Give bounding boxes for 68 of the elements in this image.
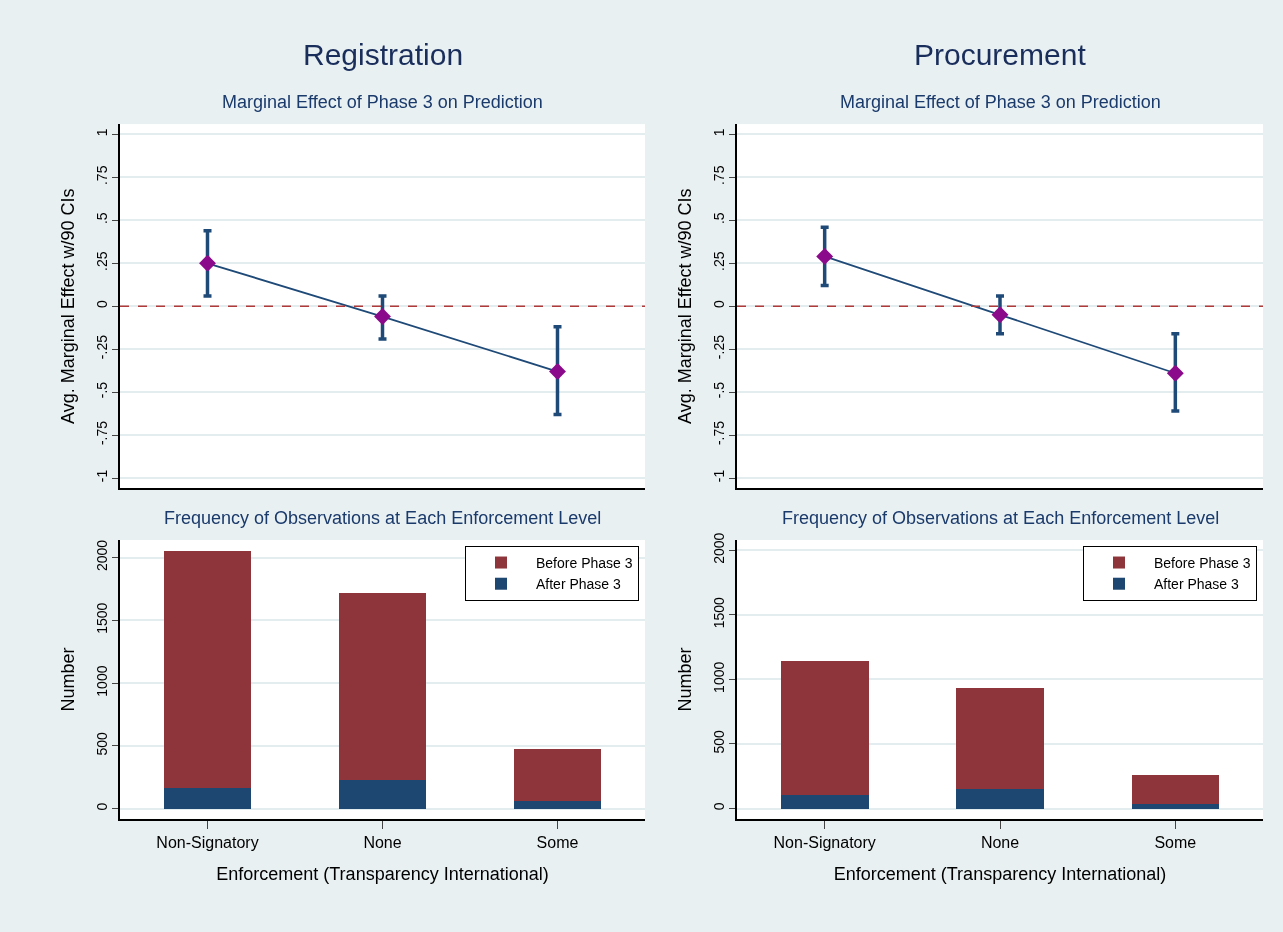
chart-title: Frequency of Observations at Each Enforcement Level [164,508,602,528]
chart-subtitle: Marginal Effect of Phase 3 on Prediction [222,92,543,112]
y-tick-label: 1500 [710,596,727,629]
y-tick-label: 0 [93,802,110,811]
chart-subtitle: Marginal Effect of Phase 3 on Prediction [840,92,1161,112]
y-tick-label: .75 [93,165,110,186]
x-tick-label: None [363,833,402,851]
legend-label: After Phase 3 [536,576,622,593]
y-tick-label: 1000 [93,665,110,697]
y-tick-label: -1 [710,469,727,483]
y-tick-label: 1 [710,128,727,137]
chart-title: Registration [303,38,464,71]
y-tick-label: -.25 [710,334,727,360]
y-axis-title: Number [675,647,696,712]
y-tick-label: .5 [710,212,727,225]
bar [338,779,427,809]
legend-label: Before Phase 3 [1154,554,1251,571]
bar [1131,774,1220,804]
y-tick-label: -.75 [710,420,727,446]
legend-label: After Phase 3 [1154,576,1240,593]
y-tick-label: .75 [710,165,727,186]
point [1166,364,1184,382]
bar [780,661,869,795]
x-tick-label: None [980,833,1020,851]
bar [513,800,602,809]
y-axis-title: Avg. Marginal Effect w/90 CIs [675,188,696,424]
bar [956,789,1044,809]
point [199,254,216,272]
y-tick-label: 1500 [93,602,110,634]
y-tick-label: 2000 [93,539,110,572]
point [374,308,391,325]
y-tick-label: -.5 [93,381,110,399]
y-tick-label: -.25 [93,334,110,360]
y-tick-label: 0 [710,802,727,811]
point [991,306,1009,324]
y-tick-label: 0 [93,300,110,309]
x-axis-title: Enforcement (Transparency International) [216,864,549,885]
bar [338,592,427,780]
bar [163,788,252,809]
y-tick-label: 1 [93,128,110,137]
y-tick-label: 0 [710,300,727,309]
bar [1131,803,1220,809]
x-tick-label: Non-Signatory [156,833,259,851]
legend-label: Before Phase 3 [536,554,633,571]
y-tick-label: .5 [93,212,110,225]
bar [163,550,252,789]
chart-title: Frequency of Observations at Each Enforcement Level [782,508,1220,528]
point [816,247,834,265]
x-tick-label: Non-Signatory [773,833,876,851]
y-tick-label: 500 [93,732,110,756]
bar [513,748,602,801]
y-tick-label: 2000 [710,532,727,564]
chart-title: Procurement [914,38,1087,71]
x-tick-label: Some [536,833,579,851]
y-tick-label: 500 [710,729,727,754]
y-tick-label: .25 [710,251,727,271]
y-tick-label: -.5 [710,381,727,399]
y-axis-title: Avg. Marginal Effect w/90 CIs [58,188,79,424]
point [549,363,566,380]
bar [780,794,869,809]
y-tick-label: 1000 [710,661,727,693]
y-axis-title: Number [58,647,79,712]
bar [956,687,1044,790]
y-tick-label: .25 [93,251,110,271]
y-tick-label: -.75 [93,420,110,446]
x-tick-label: Some [1154,833,1197,851]
y-tick-label: -1 [93,469,110,483]
x-axis-title: Enforcement (Transparency International) [833,864,1167,885]
